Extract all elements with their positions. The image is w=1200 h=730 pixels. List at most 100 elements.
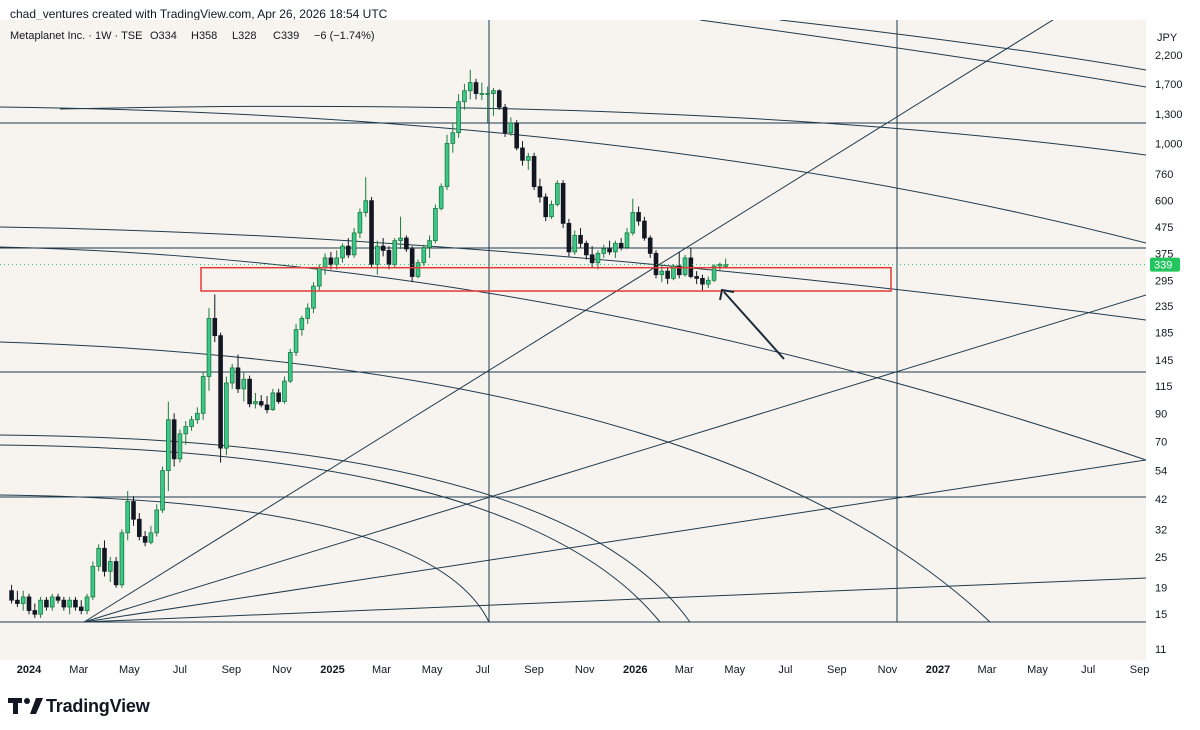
candle-2026-02-16 [671,264,676,281]
candle-body [235,367,241,390]
candle-body [195,412,200,421]
candle-2024-10-14 [264,396,270,414]
candle-2026-01-12 [642,216,647,241]
legend-value: O334 [150,30,177,42]
candle-body [462,90,467,103]
candle-2025-01-27 [351,228,357,258]
trendline-drawings[interactable] [0,20,1146,623]
candle-body [444,142,450,188]
candle-body [584,242,589,256]
time-tick-label: 2027 [926,664,950,676]
price-axis-background [1146,20,1200,685]
candle-body [218,335,223,449]
candle-body [595,252,601,264]
time-tick-label: 2025 [320,664,344,676]
candle-body [572,235,578,253]
curved-trendline-2 [0,226,1146,321]
time-tick-label: Jul [173,664,187,676]
candle-2024-04-15 [113,556,119,588]
price-tick-label: 375 [1155,248,1173,260]
candle-body [438,186,444,209]
candle-body [642,220,647,239]
candle-2024-06-03 [154,504,160,537]
candle-2024-03-25 [96,544,101,572]
candle-2024-04-08 [107,556,113,582]
candle-body [369,200,374,265]
candle-body [241,378,247,390]
symbol-legend: Metaplanet Inc. · 1W · TSE O334 H358 L328 C… [10,30,375,42]
candle-body [44,599,49,608]
time-tick-label: Sep [222,664,242,676]
candle-body [694,276,699,279]
candle-body [409,248,415,277]
candle-body [171,419,177,460]
candle-2025-04-28 [427,235,432,258]
candle-2025-08-11 [514,120,519,151]
candle-body [282,380,287,402]
candle-2025-12-08 [613,240,618,258]
candle-2024-09-23 [247,375,252,408]
candle-2025-11-17 [595,250,601,270]
chart-area[interactable]: 2,200 1,700 1,300 1,000 760 600 475 375 295 235 18… [0,20,1200,685]
price-chart[interactable]: 2,200 1,700 1,300 1,000 760 600 475 375 295 235 18… [0,20,1200,685]
candle-2024-10-28 [276,388,281,404]
candle-2023-12-11 [9,584,14,604]
candle-body [537,186,543,198]
candle-body [415,262,421,277]
candle-body [502,106,508,134]
candle-2024-07-29 [200,372,206,420]
price-tick-label: 295 [1155,275,1173,287]
candle-2026-03-02 [682,254,688,277]
candle-body [200,376,206,414]
candle-body [676,265,682,276]
candle-body [589,254,595,264]
candle-2024-02-05 [55,593,61,604]
time-tick-label: Nov [878,664,898,676]
candle-body [711,265,717,281]
candle-2025-03-03 [380,238,386,257]
candle-body [258,401,264,406]
candle-2025-09-01 [531,152,537,190]
candle-body [229,367,235,384]
candle-2024-01-15 [38,596,43,619]
time-axis[interactable]: 2024 Mar May Jul Sep Nov 2025 Mar May Jul Sep Nov 20… [17,664,1150,676]
candle-2024-07-15 [189,415,194,431]
candle-2024-12-09 [311,282,316,314]
candle-2024-04-29 [125,491,130,541]
candle-2025-05-26 [450,122,456,153]
curved-trendline-7 [0,494,490,623]
candle-body [467,82,473,92]
candle-2025-08-18 [520,141,525,166]
candle-body [613,242,618,253]
candle-2024-11-25 [299,315,305,336]
candle-2024-08-05 [206,308,212,391]
price-tick-label: 2,200 [1155,50,1183,62]
candle-2025-09-08 [537,178,543,203]
fan-line-4 [83,577,1146,623]
candle-body [386,250,392,265]
candle-body [125,501,130,534]
candle-body [316,267,322,287]
curved-trendline-6 [0,444,661,623]
candle-body [549,204,554,218]
arrow-line [723,291,785,360]
candle-2025-02-03 [357,208,363,239]
candle-body [665,270,670,279]
candle-2023-12-18 [15,590,20,607]
candle-body [357,212,363,234]
candle-body [630,212,636,234]
candle-2025-12-15 [618,238,624,251]
candle-2024-03-18 [90,561,96,601]
candle-body [340,245,345,259]
candle-body [491,90,496,94]
candle-2025-06-09 [462,83,467,110]
candle-body [96,547,101,567]
candle-2025-11-03 [584,240,589,260]
currency-label: JPY [1157,32,1178,44]
curved-trendline-3 [0,246,1146,461]
candle-body [653,252,659,276]
candle-2025-02-24 [375,240,380,275]
price-axis[interactable]: 2,200 1,700 1,300 1,000 760 600 475 375 295 235 18… [1150,32,1183,656]
candle-body [49,596,55,608]
price-tick-label: 32 [1155,524,1167,536]
